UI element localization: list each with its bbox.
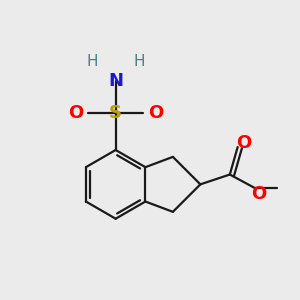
Text: H: H [86, 54, 98, 69]
Text: O: O [148, 104, 164, 122]
Text: O: O [252, 185, 267, 203]
Text: N: N [108, 72, 123, 90]
Text: S: S [109, 104, 122, 122]
Text: O: O [68, 104, 83, 122]
Text: O: O [236, 134, 251, 152]
Text: H: H [134, 54, 145, 69]
